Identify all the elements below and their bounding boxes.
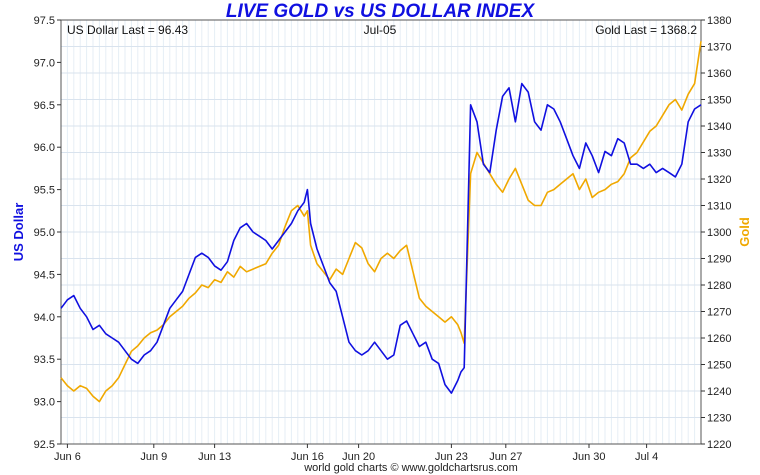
- y-tick-label-right: 1280: [707, 280, 731, 292]
- x-axis: Jun 6 Jun 9 Jun 13 Jun 16 Jun 20 Jun 23 Jun 27…: [54, 444, 658, 463]
- y-tick-label-right: 1290: [707, 254, 731, 266]
- x-tick-label: Jun 9: [140, 451, 167, 463]
- y-tick-label-left: 96.0: [34, 142, 55, 154]
- chart-title: LIVE GOLD vs US DOLLAR INDEX: [226, 1, 536, 22]
- footer-credit: world gold charts © www.goldchartsrus.co…: [303, 462, 518, 474]
- series-line-us-dollar: [60, 82, 702, 394]
- y-axis-left: 92.5 93.0 93.5 94.0 94.5 95.0 95.5 96.0 96.5 97.0…: [34, 15, 61, 451]
- y-tick-label-left: 95.0: [34, 227, 55, 239]
- y-tick-label-right: 1380: [707, 15, 731, 27]
- y-tick-label-right: 1230: [707, 413, 731, 425]
- y-tick-label-left: 92.5: [34, 439, 55, 451]
- y-tick-label-left: 94.0: [34, 312, 55, 324]
- y-tick-label-left: 96.5: [34, 100, 55, 112]
- usd-last-readout: US Dollar Last = 96.43: [67, 23, 188, 37]
- x-tick-label: Jun 6: [54, 451, 81, 463]
- x-tick-label: Jun 27: [489, 451, 522, 463]
- y-tick-label-right: 1220: [707, 439, 731, 451]
- y-tick-label-right: 1250: [707, 360, 731, 372]
- y-axis-right: 1220 1230 1240 1250 1260 1270 1280 1290 1300 1310…: [701, 15, 731, 451]
- y-tick-label-right: 1370: [707, 42, 731, 54]
- y-tick-label-left: 97.5: [34, 15, 55, 27]
- y-tick-label-right: 1350: [707, 95, 731, 107]
- y-tick-label-right: 1270: [707, 307, 731, 319]
- x-tick-label: Jun 30: [572, 451, 605, 463]
- x-tick-label: Jun 16: [291, 451, 324, 463]
- y-tick-label-right: 1260: [707, 333, 731, 345]
- y-tick-label-right: 1320: [707, 174, 731, 186]
- date-readout: Jul-05: [364, 23, 397, 37]
- y-axis-right-title: Gold: [737, 217, 752, 247]
- x-tick-label: Jun 20: [342, 451, 375, 463]
- y-tick-label-right: 1330: [707, 148, 731, 160]
- series-lines: [60, 41, 702, 403]
- y-tick-label-right: 1240: [707, 386, 731, 398]
- x-tick-label: Jul 4: [635, 451, 658, 463]
- y-tick-label-right: 1340: [707, 121, 731, 133]
- y-tick-label-right: 1300: [707, 227, 731, 239]
- series-line-gold: [60, 41, 702, 403]
- x-tick-label: Jun 23: [435, 451, 468, 463]
- y-tick-label-right: 1310: [707, 201, 731, 213]
- y-tick-label-left: 93.5: [34, 354, 55, 366]
- gold-last-readout: Gold Last = 1368.2: [595, 23, 697, 37]
- y-tick-label-right: 1360: [707, 68, 731, 80]
- y-tick-label-left: 94.5: [34, 269, 55, 281]
- y-tick-label-left: 93.0: [34, 397, 55, 409]
- grid: [61, 19, 701, 445]
- y-axis-left-title: US Dollar: [11, 203, 26, 262]
- x-tick-label: Jun 13: [198, 451, 231, 463]
- y-tick-label-left: 95.5: [34, 185, 55, 197]
- y-tick-label-left: 97.0: [34, 57, 55, 69]
